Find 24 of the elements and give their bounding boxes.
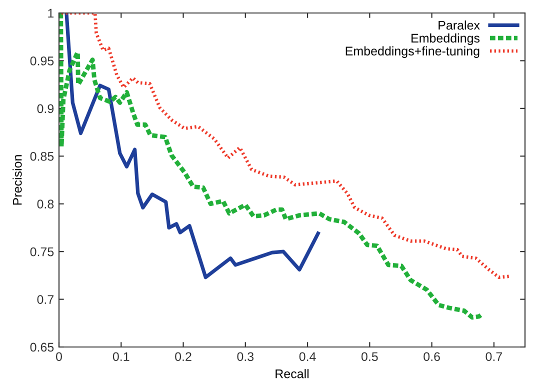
x-tick-label: 0.4 <box>299 352 316 362</box>
line-series <box>60 13 511 280</box>
y-tick-label: 0.7 <box>37 295 54 304</box>
y-tick-label: 1 <box>48 8 54 18</box>
x-tick-label: 0.2 <box>175 352 192 362</box>
x-tick-label: 0.6 <box>424 352 440 362</box>
x-axis-title: Recall <box>276 369 309 378</box>
y-tick-label: 0.75 <box>30 247 54 256</box>
y-axis-title: Precision <box>12 155 22 205</box>
x-tick-label: 0.1 <box>112 352 130 362</box>
legend-label: Embeddings <box>412 33 480 46</box>
y-tick-label: 0.85 <box>30 152 54 161</box>
x-tick-label: 0.7 <box>486 352 502 362</box>
x-tick-label: 0 <box>56 352 62 362</box>
y-tick-label: 0.95 <box>30 56 54 66</box>
y-tick-label: 0.9 <box>37 104 54 114</box>
x-tick-label: 0.3 <box>237 352 254 362</box>
y-tick-label: 0.8 <box>37 200 54 209</box>
legend-label: Embeddings+fine-tuning <box>346 46 480 58</box>
y-tick-label: 0.65 <box>30 342 54 352</box>
x-tick-label: 0.5 <box>361 352 378 362</box>
line-series <box>64 13 320 280</box>
legend-label: Paralex <box>438 20 480 30</box>
line-series <box>59 13 485 320</box>
